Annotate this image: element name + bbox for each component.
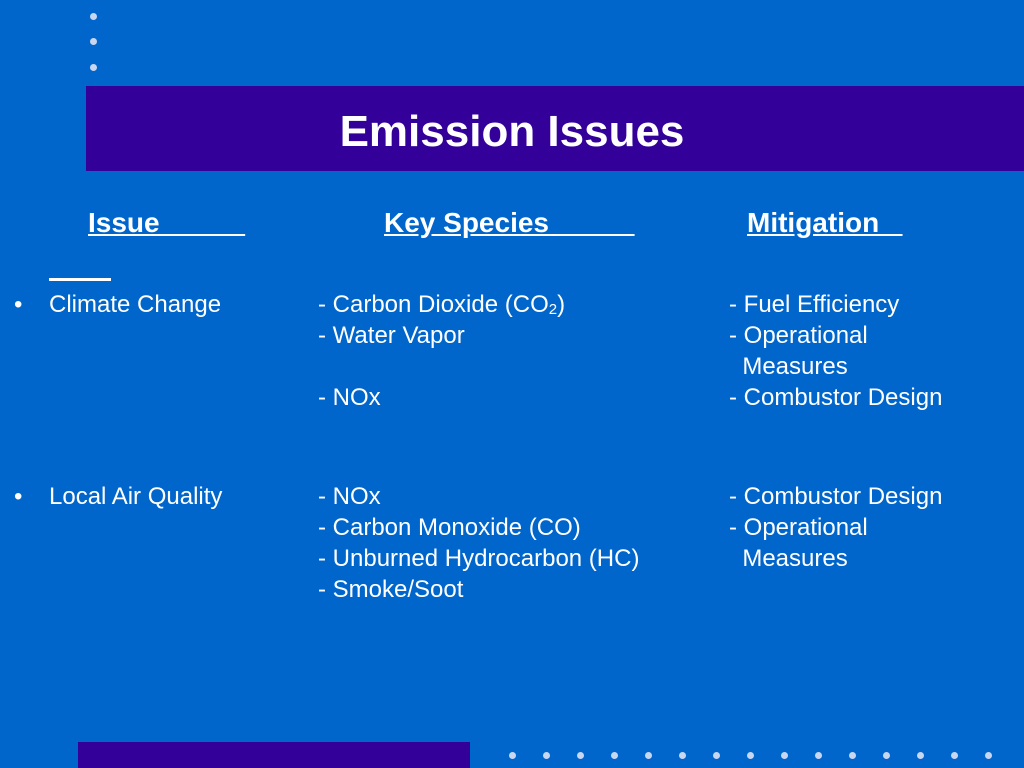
decor-dot [509, 752, 516, 759]
species-nox: - NOx [318, 483, 381, 510]
bullet-local-air-quality: • [14, 483, 23, 510]
mitigation-combustor-design: - Combustor Design [729, 483, 943, 510]
header-key-species: Key Species [384, 207, 635, 238]
header-mitigation: Mitigation [747, 207, 903, 238]
decor-dot [815, 752, 822, 759]
decor-dot [781, 752, 788, 759]
decor-dot [90, 64, 97, 71]
decor-dot [951, 752, 958, 759]
decor-dot [849, 752, 856, 759]
decor-dot [543, 752, 550, 759]
footer-band [78, 742, 470, 768]
mitigation-fuel-efficiency: - Fuel Efficiency [729, 291, 900, 318]
species-carbon-monoxide: - Carbon Monoxide (CO) [318, 514, 581, 541]
species-co2: - Carbon Dioxide (CO2) [318, 289, 565, 325]
species-water-vapor: - Water Vapor [318, 322, 465, 349]
decor-dot [985, 752, 992, 759]
species-unburned-hydrocarbon: - Unburned Hydrocarbon (HC) [318, 545, 640, 572]
species-co2-text: - Carbon Dioxide (CO [318, 291, 549, 318]
issue-climate-change: Climate Change [49, 291, 222, 318]
slide-title: Emission Issues [339, 107, 685, 156]
issue-local-air-quality: Local Air Quality [49, 483, 223, 510]
decor-dot [917, 752, 924, 759]
decor-dot [611, 752, 618, 759]
mitigation-combustor-design: - Combustor Design [729, 384, 943, 411]
decor-dot [90, 38, 97, 45]
decor-dot [713, 752, 720, 759]
species-smoke-soot: - Smoke/Soot [318, 576, 464, 603]
mitigation-operational-measures: Measures [729, 353, 848, 380]
species-nox: - NOx [318, 384, 381, 411]
mitigation-operational-measures: Measures [729, 545, 848, 572]
decor-dot [679, 752, 686, 759]
decor-dot [883, 752, 890, 759]
decor-dot [747, 752, 754, 759]
species-co2-close: ) [557, 291, 566, 318]
header-underline-continuation [49, 278, 111, 281]
mitigation-operational: - Operational [729, 514, 868, 541]
decor-dot [577, 752, 584, 759]
title-band [86, 86, 1024, 171]
header-issue: Issue [88, 207, 246, 238]
mitigation-operational: - Operational [729, 322, 868, 349]
decor-dot [90, 13, 97, 20]
species-co2-subscript: 2 [548, 301, 558, 318]
decor-dot [645, 752, 652, 759]
bullet-climate-change: • [14, 291, 23, 318]
